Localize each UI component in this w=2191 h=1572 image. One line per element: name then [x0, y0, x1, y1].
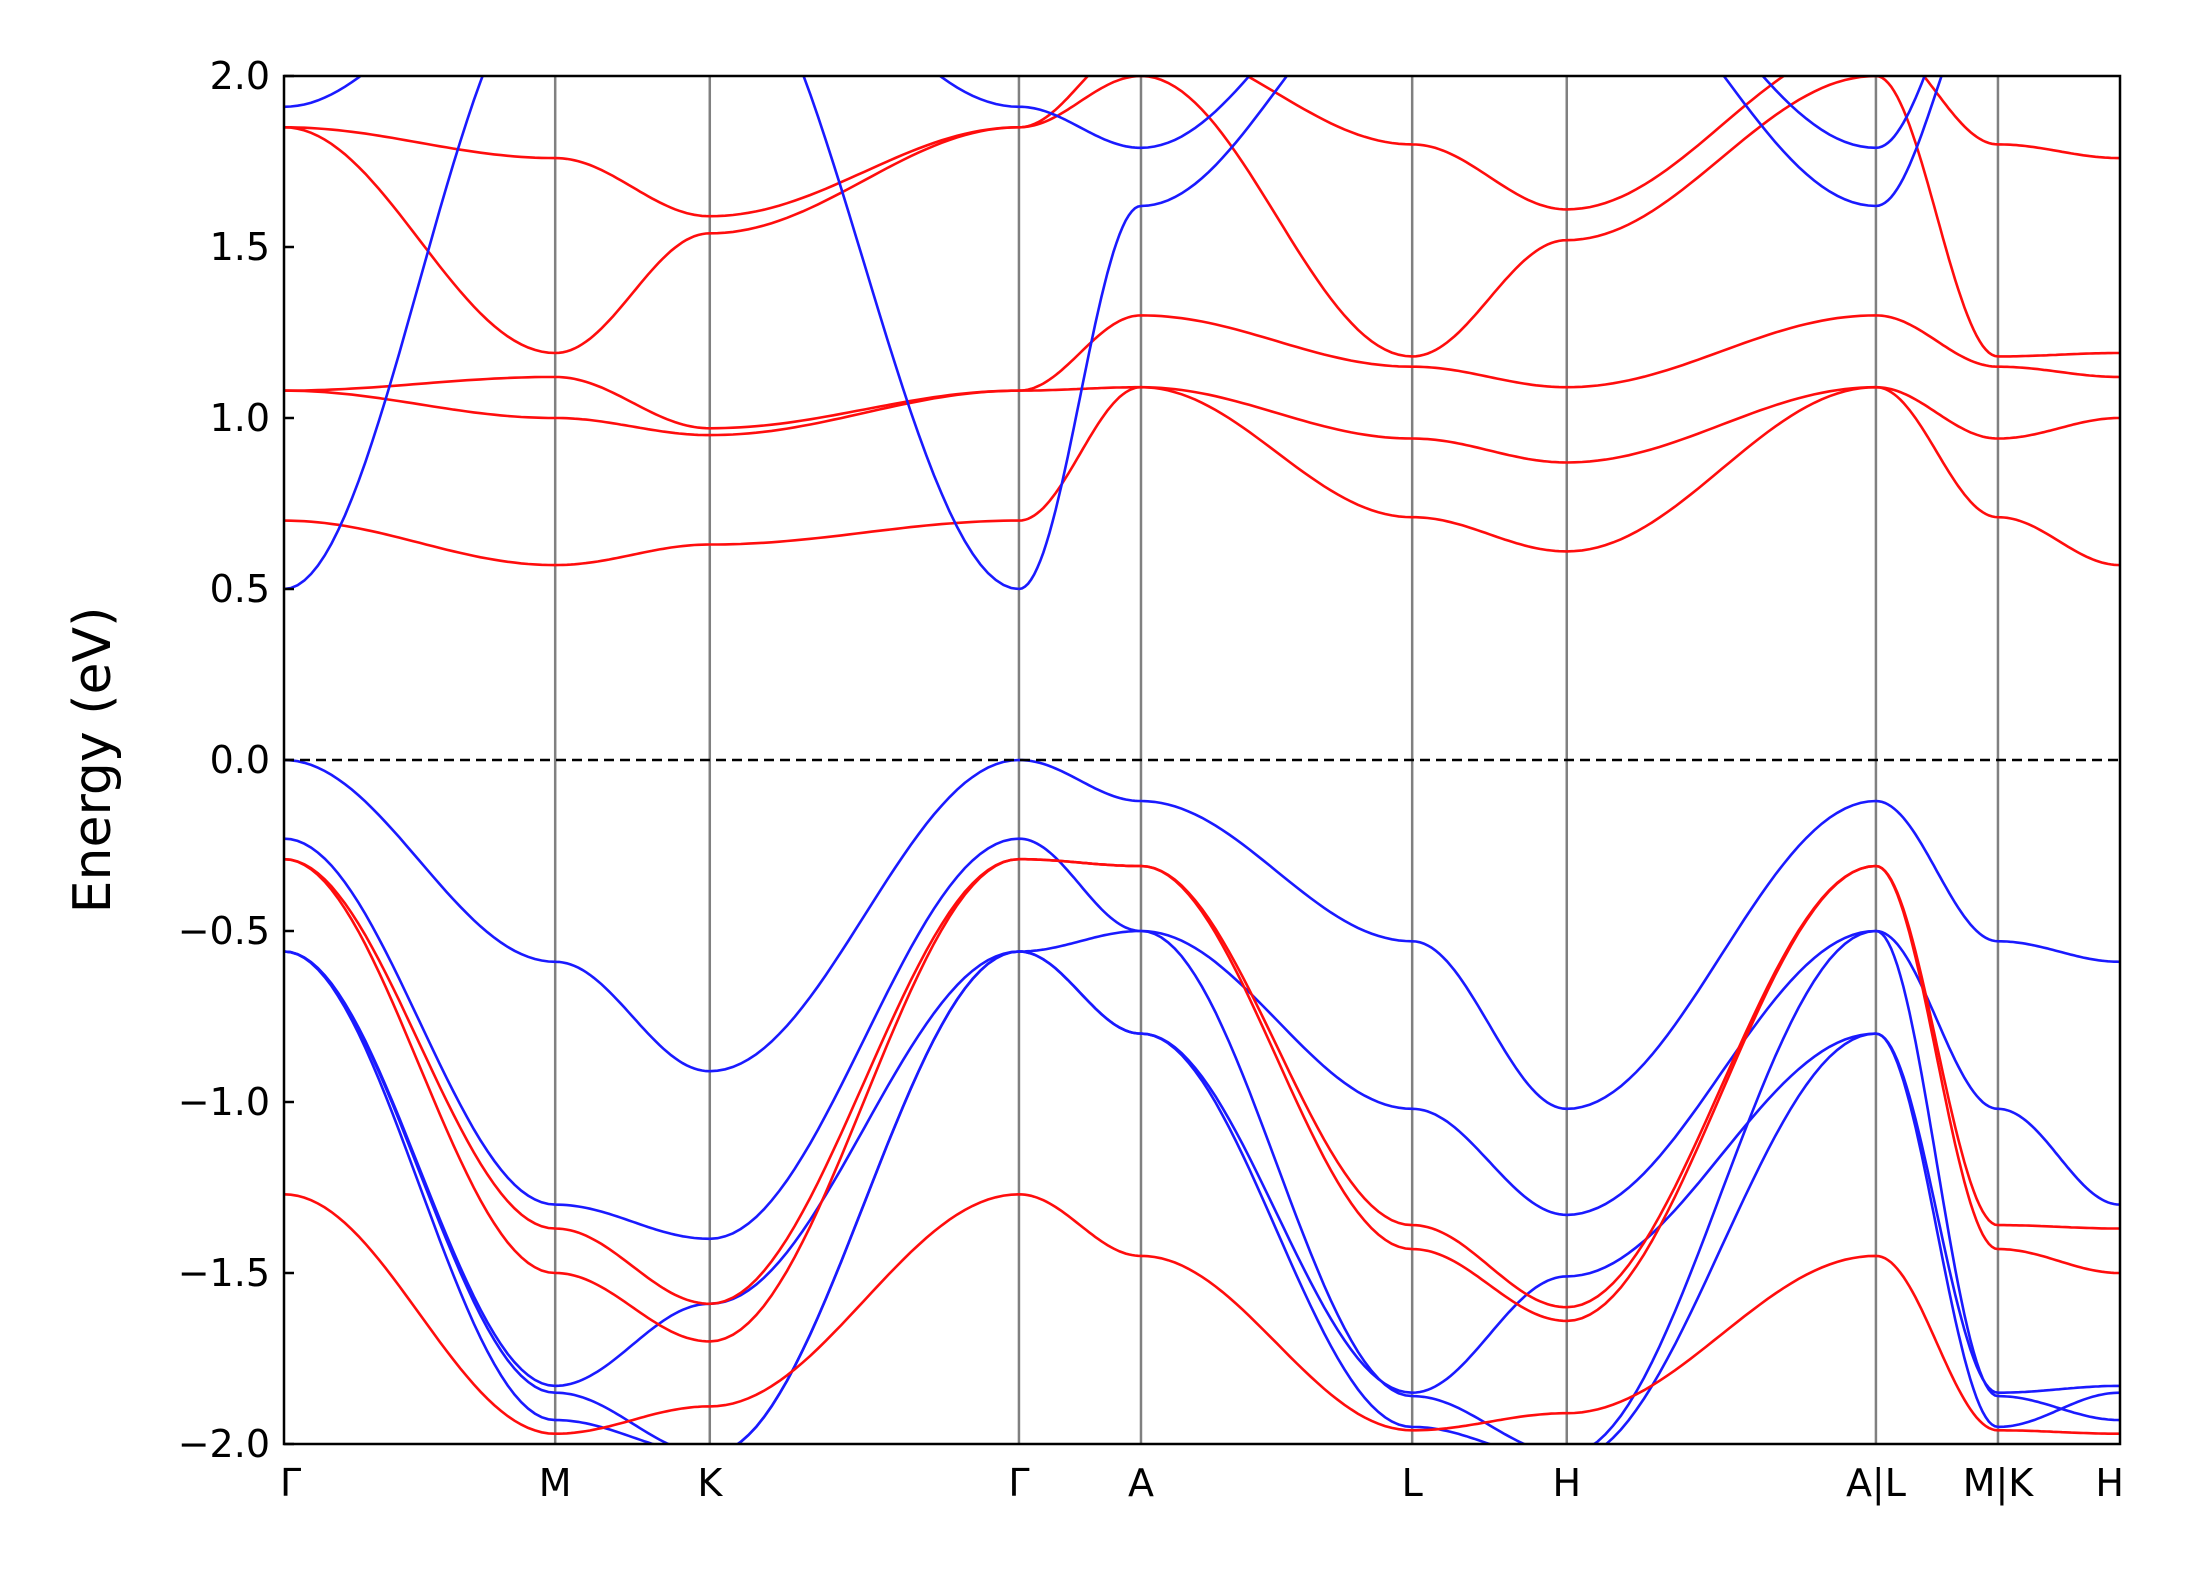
band-up-0 [284, 758, 2120, 1111]
y-tick-label: 0.5 [210, 567, 270, 611]
band-down-12 [284, 76, 2120, 218]
band-down-9 [284, 385, 2120, 464]
y-tick-label: 1.0 [210, 396, 270, 440]
band-down-8 [284, 385, 2120, 567]
band-up-4 [284, 950, 2120, 1444]
y-tick-label: 1.5 [210, 225, 270, 269]
band-down-10 [284, 314, 2120, 430]
kpoint-label: L [1402, 1461, 1423, 1505]
band-up-14 [284, 76, 1926, 150]
y-tick-label: −0.5 [178, 909, 270, 953]
y-tick-label: 0.0 [210, 738, 270, 782]
kpoint-label: Γ [280, 1461, 301, 1505]
band-down-11 [284, 76, 2120, 358]
y-axis-title: Energy (eV) [63, 607, 123, 914]
band-down-5 [284, 857, 2120, 1309]
band-up-13 [284, 76, 1943, 591]
x-ticks: Γ M K Γ A L H A|L M|K H [280, 1461, 2124, 1506]
y-tick-label: −1.5 [178, 1251, 270, 1295]
y-tick-label: −1.0 [178, 1080, 270, 1124]
kpoint-label: A [1128, 1461, 1154, 1505]
kpoint-label: A|L [1846, 1461, 1906, 1506]
y-tick-label: 2.0 [210, 54, 270, 98]
band-down-6 [284, 857, 2120, 1343]
band-down-7 [284, 1193, 2120, 1435]
kpoint-label: M|K [1963, 1461, 2035, 1506]
band-up-3 [284, 929, 2120, 1444]
y-tick-label: −2.0 [178, 1422, 270, 1466]
kpoint-label: M [539, 1461, 572, 1505]
band-up-2 [284, 950, 2120, 1394]
y-ticks: −2.0 −1.5 −1.0 −0.5 0.0 0.5 1.0 1.5 2.0 [178, 54, 294, 1466]
bands-layer [284, 76, 2120, 1444]
kpoint-label: K [697, 1461, 723, 1505]
kpoint-label: H [1552, 1461, 1581, 1505]
kpoint-label: H [2095, 1461, 2124, 1505]
kpoint-label: Γ [1008, 1461, 1029, 1505]
band-up-1 [284, 837, 2120, 1241]
